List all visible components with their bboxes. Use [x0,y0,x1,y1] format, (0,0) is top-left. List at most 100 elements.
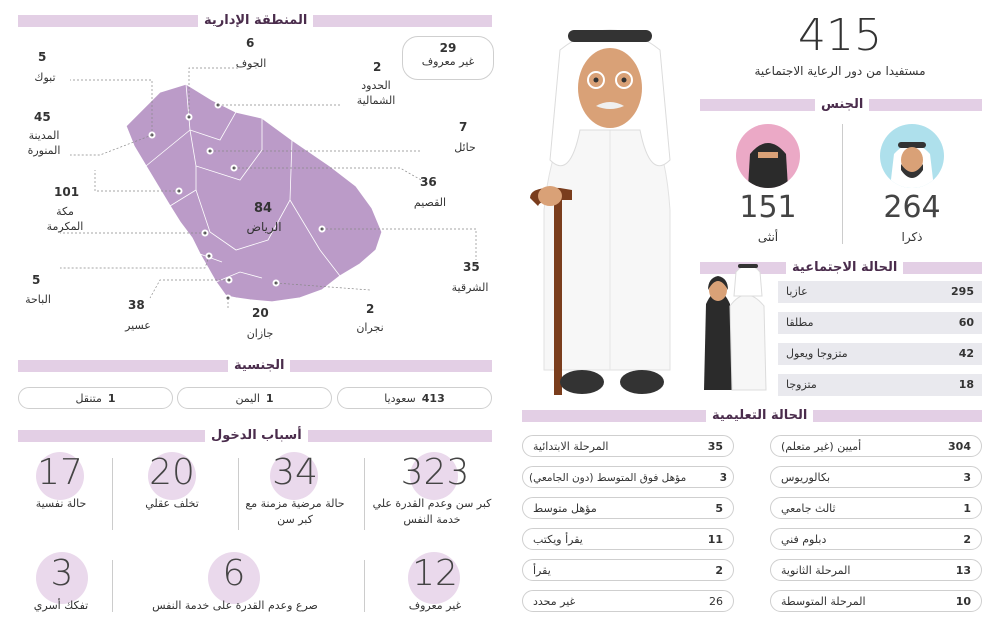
region-qassim-name: القصيم [413,196,447,209]
edu-right-value: 2 [963,533,971,546]
reason-5-value: 12 [412,553,458,594]
edu-left-row-6: 26 غير محدد [522,590,734,612]
nationality-yemen: 1 اليمن [177,387,332,409]
reason-separator [364,458,365,530]
region-jazan-value: 20 [252,306,269,320]
edu-left-value: 3 [719,472,727,484]
social-single-label: عازبا [786,285,808,298]
map-dots [148,101,326,302]
edu-left-label: يقرأ ويكتب [533,533,583,546]
unknown-region-box: 29 غير معروف [402,36,494,80]
edu-left-label: مؤهل فوق المتوسط (دون الجامعي) [529,472,687,484]
region-makkah-name: مكة المكرمة [46,205,84,233]
edu-left-row-5: 2 يقرأ [522,559,734,581]
reason-6-circle [208,552,260,604]
reason-2-value: 34 [272,452,318,493]
edu-left-row-1: 35 المرحلة الابتدائية [522,435,734,457]
admin-region-title: المنطقة الإدارية [198,14,314,28]
unknown-region-label: غير معروف [421,55,475,68]
edu-right-value: 13 [955,564,971,577]
edu-left-row-3: 5 مؤهل متوسط [522,497,734,519]
region-makkah-value: 101 [54,185,80,199]
reason-6-value: 6 [222,553,246,594]
nationality-mobile-value: 1 [107,392,116,405]
saudi-map [60,67,477,310]
map-shape [125,83,383,303]
leader-lines [60,67,477,310]
edu-right-label: المرحلة المتوسطة [781,595,866,608]
region-tabuk-name: تبوك [34,71,56,84]
social-divorced-value: 60 [958,316,974,329]
edu-left-value: 11 [707,533,723,546]
social-divorced-row: 60 مطلقا [778,312,982,334]
region-tabuk-value: 5 [38,50,47,64]
edu-left-label: يقرأ [533,564,551,577]
edu-left-value: 35 [707,440,723,453]
edu-right-row-6: 10 المرحلة المتوسطة [770,590,982,612]
social-married-supporting-row: 42 متزوجا ويعول [778,343,982,365]
social-married-value: 18 [958,378,974,391]
unknown-region-value: 29 [439,41,457,55]
region-north-value: 2 [373,60,382,74]
reason-2-label: حالة مرضية مزمنة مع كبر سن [245,497,345,526]
reason-1-circle [410,452,458,500]
couple-illustration [704,264,767,391]
region-baha-name: الباحة [25,293,51,306]
region-east-name: الشرقية [451,281,489,294]
social-status-title: الحالة الاجتماعية [786,261,904,275]
region-jouf-value: 6 [246,36,255,50]
region-hail-value: 7 [459,120,468,134]
edu-left-value: 26 [709,595,723,608]
reason-4-value: 17 [37,452,83,493]
edu-right-row-5: 13 المرحلة الثانوية [770,559,982,581]
social-single-value: 295 [951,285,974,298]
reason-separator [112,458,113,530]
edu-right-label: المرحلة الثانوية [781,564,851,577]
region-madinah-name: المدينة المنورة [27,129,61,157]
edu-left-value: 2 [715,564,723,577]
region-jouf-name: الجوف [235,57,267,70]
reason-4-circle [36,452,84,500]
reason-separator [364,560,365,612]
map-borders [145,83,341,283]
reason-7-circle [36,552,88,604]
reason-5-label: غير معروف [408,599,462,612]
edu-left-row-4: 11 يقرأ ويكتب [522,528,734,550]
edu-right-value: 1 [963,502,971,515]
edu-right-value: 3 [963,471,971,484]
reason-5-circle [408,552,460,604]
nationality-yemen-label: اليمن [235,392,260,405]
region-hail-name: حائل [454,141,476,154]
reason-4-label: حالة نفسية [35,497,87,510]
reason-separator [112,560,113,612]
reason-1-value: 323 [400,452,470,493]
region-north-name: الحدود الشمالية [356,79,396,107]
reason-separator [238,458,239,530]
nationality-saudi-value: 413 [421,392,445,405]
nationality-title: الجنسية [228,359,291,373]
reason-1-label: كبر سن وعدم القدرة علي خدمة النفس [372,497,492,526]
beneficiaries-value: 415 [798,10,882,61]
female-label: أنثى [757,230,779,244]
reason-7-label: تفكك أسري [33,599,89,612]
region-asir-value: 38 [128,298,145,312]
social-married-supporting-value: 42 [958,347,974,360]
edu-left-label: المرحلة الابتدائية [533,440,609,453]
nationality-mobile: 1 متنقل [18,387,173,409]
gender-separator [842,124,843,244]
edu-right-label: دبلوم فني [781,533,827,546]
nationality-mobile-label: متنقل [75,392,102,405]
edu-right-label: أميين (غير متعلم) [781,440,862,453]
reason-2-circle [270,452,318,500]
entry-reasons-title: أسباب الدخول [205,429,308,443]
social-single-row: 295 عازبا [778,281,982,303]
edu-right-label: بكالوريوس [781,471,831,484]
edu-right-row-2: 3 بكالوريوس [770,466,982,488]
gender-title: الجنس [815,98,870,112]
elderly-man-illustration [530,29,671,395]
region-east-value: 35 [463,260,480,274]
region-najran-value: 2 [366,302,375,316]
region-qassim-value: 36 [420,175,437,189]
male-label: ذكرا [901,230,923,244]
female-icon [736,124,800,188]
